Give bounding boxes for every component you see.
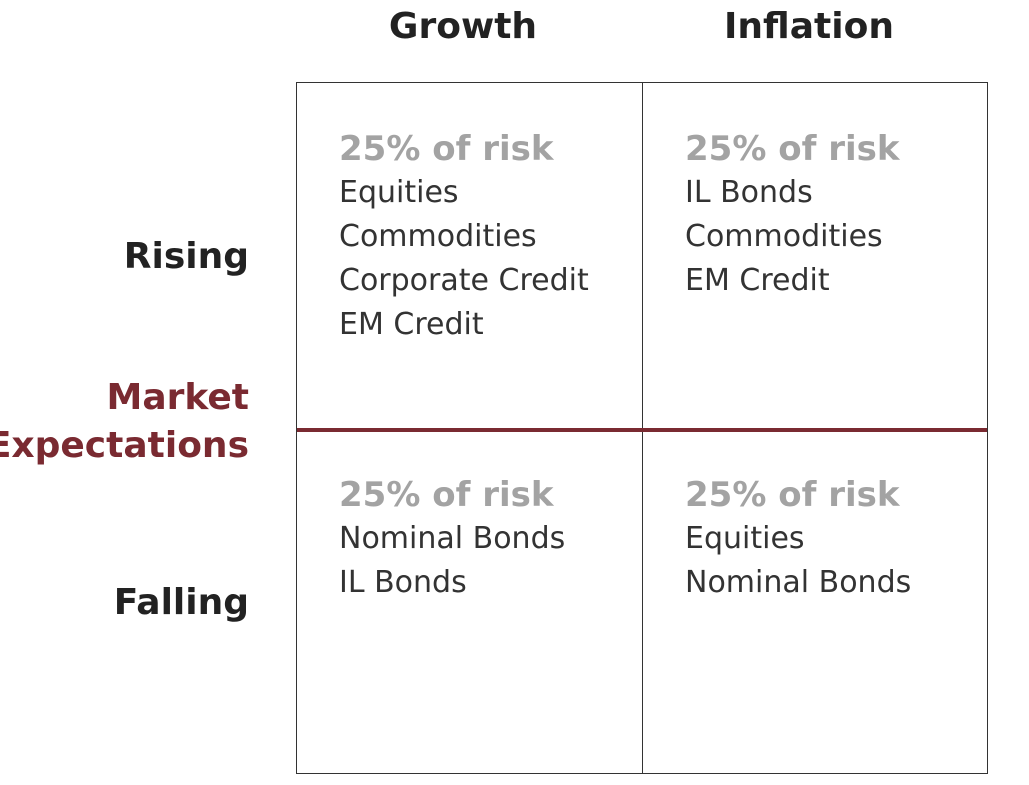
axis-label-market-expectations: Market Expectations: [0, 374, 249, 470]
row-label-falling: Falling: [113, 582, 249, 623]
asset-item: Commodities: [685, 219, 883, 254]
risk-quadrant-grid: 25% of risk Equities Commodities Corpora…: [296, 82, 988, 774]
asset-item: Corporate Credit: [339, 263, 589, 298]
asset-item: EM Credit: [339, 307, 484, 342]
asset-item: EM Credit: [685, 263, 830, 298]
asset-item: Equities: [685, 521, 805, 556]
asset-item: Nominal Bonds: [339, 521, 566, 556]
asset-item: IL Bonds: [685, 175, 813, 210]
column-header-inflation: Inflation: [724, 6, 894, 47]
asset-item: Commodities: [339, 219, 537, 254]
axis-label-line-2: Expectations: [0, 425, 249, 466]
column-header-growth: Growth: [388, 6, 538, 47]
quadrant-rising-inflation: 25% of risk IL Bonds Commodities EM Cred…: [685, 127, 985, 303]
risk-share: 25% of risk: [339, 475, 554, 515]
market-expectations-divider: [297, 428, 987, 432]
risk-share: 25% of risk: [685, 475, 900, 515]
quadrant-rising-growth: 25% of risk Equities Commodities Corpora…: [339, 127, 639, 347]
risk-share: 25% of risk: [339, 129, 554, 169]
quadrant-falling-growth: 25% of risk Nominal Bonds IL Bonds: [339, 473, 639, 605]
asset-item: Equities: [339, 175, 459, 210]
asset-item: Nominal Bonds: [685, 565, 912, 600]
quadrant-falling-inflation: 25% of risk Equities Nominal Bonds: [685, 473, 985, 605]
row-label-rising: Rising: [123, 236, 249, 277]
axis-label-line-1: Market: [106, 377, 249, 418]
asset-item: IL Bonds: [339, 565, 467, 600]
risk-share: 25% of risk: [685, 129, 900, 169]
